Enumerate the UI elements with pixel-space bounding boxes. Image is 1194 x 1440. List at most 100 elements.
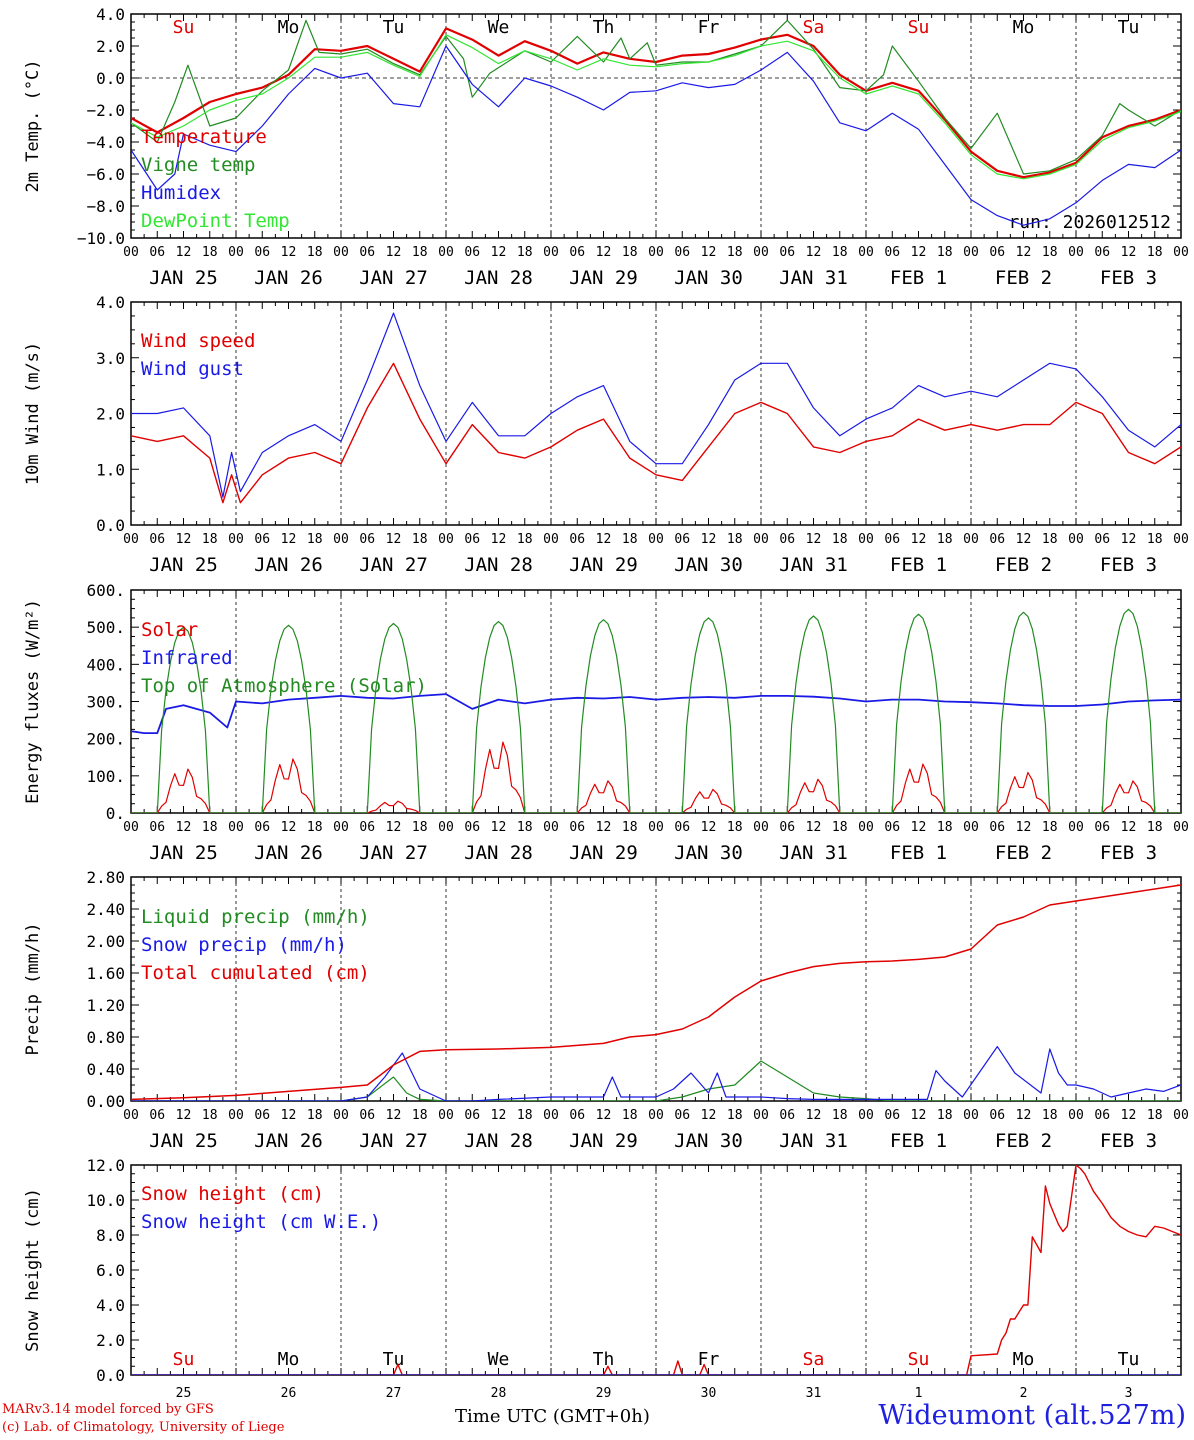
y-tick-label: 1.0	[96, 460, 125, 479]
series-vigne-temp	[131, 19, 1181, 175]
hour-label: 18	[517, 532, 533, 547]
hour-label: 00	[858, 820, 874, 835]
date-label: JAN 30	[674, 267, 743, 289]
hour-label: 18	[937, 1108, 953, 1123]
hour-label: 06	[359, 245, 375, 260]
day-abbrev: Mo	[1013, 17, 1035, 38]
y-tick-label: 1.20	[86, 996, 125, 1015]
hour-label: 00	[963, 532, 979, 547]
hour-label: 06	[254, 820, 270, 835]
y-axis-label: 10m Wind (m/s)	[23, 342, 43, 485]
legend-top-of-atmosphere-solar-: Top of Atmosphere (Solar)	[141, 675, 427, 697]
hour-label: 12	[1016, 532, 1032, 547]
hour-label: 00	[963, 1108, 979, 1123]
hour-label: 12	[491, 1108, 507, 1123]
hour-label: 00	[753, 1108, 769, 1123]
hour-label: 00	[543, 532, 559, 547]
day-abbrev-bottom: Su	[908, 1349, 930, 1370]
hour-label: 12	[806, 532, 822, 547]
credit-line-2: (c) Lab. of Climatology, University of L…	[2, 1420, 285, 1435]
date-label: JAN 31	[779, 554, 848, 576]
date-label: JAN 30	[674, 842, 743, 864]
day-number: 31	[806, 1386, 822, 1400]
legend-wind-speed: Wind speed	[141, 330, 255, 352]
hour-label: 06	[674, 245, 690, 260]
hour-label: 00	[438, 820, 454, 835]
hour-label: 06	[569, 820, 585, 835]
hour-label: 18	[307, 1108, 323, 1123]
hour-label: 00	[858, 1108, 874, 1123]
hour-label: 18	[412, 1108, 428, 1123]
day-abbrev-bottom: Mo	[278, 1349, 300, 1370]
hour-label: 00	[648, 245, 664, 260]
y-tick-label: 8.0	[96, 1226, 125, 1245]
hour-label: 18	[517, 245, 533, 260]
hour-label: 06	[779, 245, 795, 260]
y-tick-label: 3.0	[96, 349, 125, 368]
hour-label: 00	[858, 245, 874, 260]
date-label: FEB 3	[1100, 842, 1157, 864]
date-label: JAN 25	[149, 554, 218, 576]
date-label: FEB 1	[890, 842, 947, 864]
hour-label: 18	[307, 532, 323, 547]
hour-label: 00	[753, 820, 769, 835]
y-tick-label: 400.	[86, 655, 125, 674]
hour-label: 06	[884, 532, 900, 547]
hour-label: 06	[149, 532, 165, 547]
hour-label: 18	[937, 820, 953, 835]
hour-label: 12	[911, 820, 927, 835]
hour-label: 06	[884, 1108, 900, 1123]
hour-label: 12	[491, 820, 507, 835]
y-tick-label: 2.0	[96, 1331, 125, 1350]
y-tick-label: 500.	[86, 618, 125, 637]
day-abbrev-bottom: We	[488, 1349, 510, 1370]
y-tick-label: 0.0	[96, 516, 125, 535]
hour-label: 12	[491, 245, 507, 260]
hour-label: 18	[937, 532, 953, 547]
legend-temperature: Temperature	[141, 126, 267, 148]
day-number: 3	[1125, 1386, 1133, 1400]
y-tick-label: 4.0	[96, 1296, 125, 1315]
y-tick-label: −10.0	[77, 229, 125, 248]
y-axis-label: Snow height (cm)	[23, 1188, 43, 1352]
hour-label: 00	[1173, 532, 1189, 547]
hour-label: 12	[596, 245, 612, 260]
hour-label: 18	[412, 820, 428, 835]
hour-label: 18	[937, 245, 953, 260]
date-label: JAN 26	[254, 842, 323, 864]
y-tick-label: 12.0	[86, 1156, 125, 1175]
hour-label: 12	[806, 1108, 822, 1123]
day-number: 26	[281, 1386, 297, 1400]
x-axis-title: Time UTC (GMT+0h)	[455, 1406, 650, 1427]
day-number: 2	[1020, 1386, 1028, 1400]
hour-label: 06	[1094, 820, 1110, 835]
run-label: run: 2026012512	[1008, 212, 1171, 233]
hour-label: 00	[1173, 245, 1189, 260]
series-dewpoint-temp	[131, 34, 1181, 180]
series-infrared	[131, 693, 1181, 734]
y-tick-label: 0.	[106, 804, 125, 823]
day-number: 30	[701, 1386, 717, 1400]
legend-liquid-precip-mm-h-: Liquid precip (mm/h)	[141, 906, 370, 928]
hour-label: 12	[386, 1108, 402, 1123]
hour-label: 18	[1042, 820, 1058, 835]
hour-label: 18	[832, 245, 848, 260]
meteogram: 4.0 2.0 0.0 −2.0 −4.0 −6.0 −8.0 −10.0 2m Temp. (…	[23, 5, 1189, 1400]
hour-label: 06	[884, 820, 900, 835]
y-axis-label: Precip (mm/h)	[23, 922, 43, 1055]
date-label: FEB 1	[890, 1130, 947, 1152]
series-total-cumulated-cm-	[131, 884, 1181, 1101]
day-abbrev: Tu	[383, 17, 405, 38]
hour-label: 00	[963, 820, 979, 835]
hour-label: 00	[1173, 820, 1189, 835]
y-tick-label: −4.0	[86, 133, 125, 152]
hour-label: 06	[779, 532, 795, 547]
legend-solar: Solar	[141, 619, 198, 641]
hour-label: 00	[753, 532, 769, 547]
hour-label: 12	[701, 245, 717, 260]
hour-label: 00	[648, 532, 664, 547]
day-abbrev: Tu	[1118, 17, 1140, 38]
hour-label: 00	[228, 820, 244, 835]
hour-label: 06	[254, 1108, 270, 1123]
date-label: FEB 3	[1100, 267, 1157, 289]
